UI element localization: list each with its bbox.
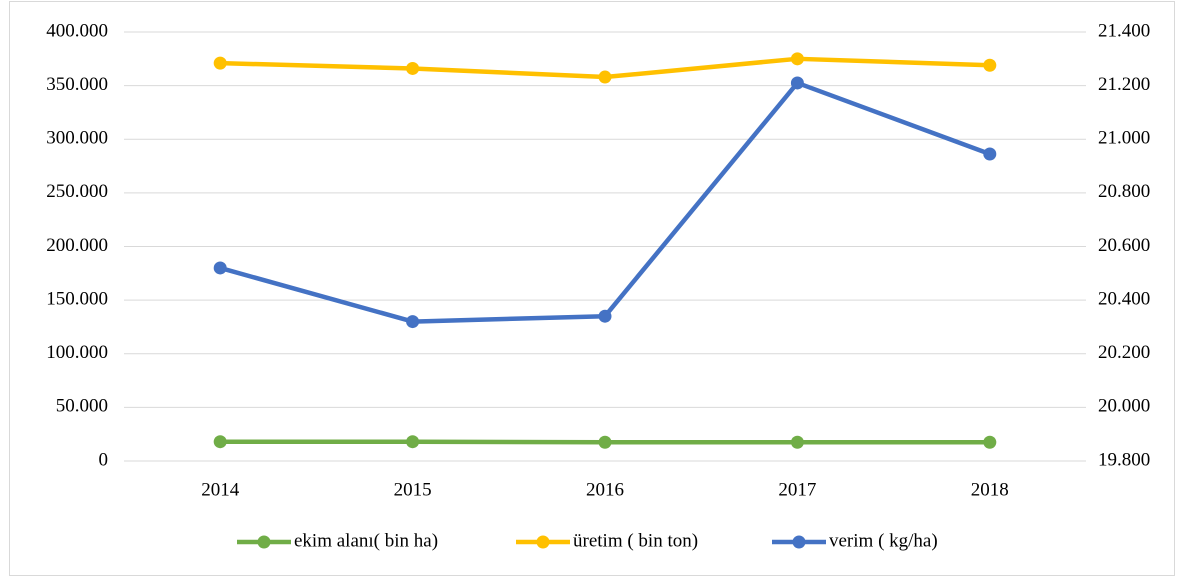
data-point [406, 61, 420, 75]
legend-marker [536, 535, 550, 549]
y-tick-label: 100.000 [46, 342, 108, 363]
data-point [983, 435, 997, 449]
y2-tick-label: 20.400 [1098, 288, 1150, 309]
y-tick-label: 200.000 [46, 235, 108, 256]
y2-tick-label: 19.800 [1098, 449, 1150, 470]
data-point [213, 261, 227, 275]
x-tick-label: 2018 [971, 479, 1009, 500]
x-tick-label: 2017 [778, 479, 816, 500]
y-tick-label: 250.000 [46, 181, 108, 202]
legend-marker [792, 535, 806, 549]
y2-tick-label: 21.200 [1098, 74, 1150, 95]
legend-label: ekim alanı( bin ha) [294, 530, 438, 551]
data-point [598, 435, 612, 449]
y-tick-label: 350.000 [46, 74, 108, 95]
y2-tick-label: 21.400 [1098, 20, 1150, 41]
y2-tick-label: 20.200 [1098, 342, 1150, 363]
data-point [598, 70, 612, 84]
x-tick-label: 2015 [394, 479, 432, 500]
y2-tick-label: 20.800 [1098, 181, 1150, 202]
y-tick-label: 150.000 [46, 288, 108, 309]
x-tick-label: 2016 [586, 479, 624, 500]
y-tick-label: 300.000 [46, 128, 108, 149]
data-point [598, 309, 612, 323]
data-point [790, 52, 804, 66]
data-point [213, 435, 227, 449]
x-tick-label: 2014 [201, 479, 240, 500]
data-point [406, 435, 420, 449]
legend-label: verim ( kg/ha) [829, 530, 938, 551]
y2-tick-label: 20.000 [1098, 396, 1150, 417]
y2-tick-label: 20.600 [1098, 235, 1150, 256]
y-tick-label: 50.000 [56, 396, 108, 417]
y2-tick-label: 21.000 [1098, 128, 1150, 149]
chart-frame [9, 1, 1175, 576]
data-point [790, 76, 804, 90]
data-point [983, 147, 997, 161]
data-point [213, 56, 227, 70]
y-tick-label: 400.000 [46, 20, 108, 41]
data-point [406, 315, 420, 329]
legend-marker [257, 535, 271, 549]
legend-label: üretim ( bin ton) [573, 530, 698, 551]
y-tick-label: 0 [99, 449, 109, 470]
data-point [790, 435, 804, 449]
data-point [983, 58, 997, 72]
